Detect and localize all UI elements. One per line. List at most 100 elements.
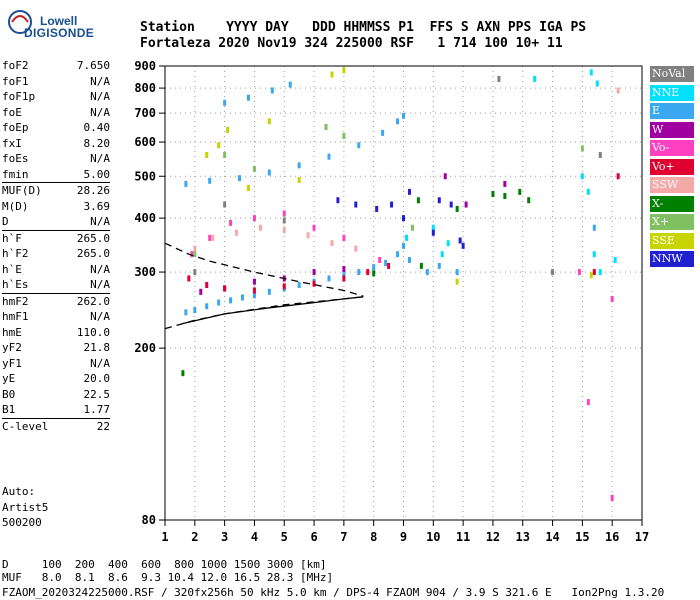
param-row: yF2 21.8 [2, 340, 110, 356]
data-point [381, 129, 385, 136]
data-point [610, 295, 614, 302]
param-label: C-level [2, 419, 49, 433]
x-tick-label: 16 [605, 530, 619, 544]
data-point [464, 201, 468, 208]
param-row: yF1 N/A [2, 356, 110, 372]
data-point [223, 151, 227, 158]
data-point [410, 224, 414, 231]
data-point [306, 232, 310, 239]
param-label: h`F [2, 231, 22, 245]
data-point [592, 251, 596, 258]
data-point [252, 278, 256, 285]
data-point [211, 234, 215, 241]
x-tick-label: 11 [456, 530, 470, 544]
legend: NoVal NNE E W Vo- Vo+ SSW X- X+ SSE NNW [650, 66, 694, 270]
param-label: M(D) [2, 199, 29, 213]
param-row: yE 20.0 [2, 371, 110, 387]
data-point [193, 251, 197, 258]
data-point [372, 264, 376, 271]
param-value: 5.00 [83, 167, 111, 181]
param-label: MUF(D) [2, 184, 42, 197]
legend-item: X- [650, 195, 694, 212]
param-value: 265.0 [76, 231, 110, 245]
data-point [580, 173, 584, 180]
data-point [193, 245, 197, 252]
data-point [181, 370, 185, 377]
data-point [252, 292, 256, 299]
data-point [595, 80, 599, 87]
data-point [440, 251, 444, 258]
param-value: 28.26 [76, 184, 110, 197]
data-point [458, 237, 462, 244]
data-point [205, 151, 209, 158]
x-tick-label: 7 [340, 530, 347, 544]
data-point [223, 201, 227, 208]
auto-label: Auto: [2, 485, 36, 498]
param-row: h`E N/A [2, 262, 110, 278]
data-point [616, 87, 620, 94]
data-point [190, 251, 194, 258]
data-point [404, 234, 408, 241]
param-label: fmin [2, 167, 29, 181]
data-point [205, 282, 209, 289]
param-value: 21.8 [83, 341, 111, 354]
x-tick-label: 12 [486, 530, 500, 544]
legend-item: E [650, 103, 694, 120]
param-label: hmE [2, 325, 22, 339]
data-point [342, 275, 346, 282]
param-row: foEp 0.40 [2, 120, 110, 136]
param-value: N/A [90, 152, 110, 165]
param-value: 8.20 [83, 136, 111, 150]
data-point [258, 224, 262, 231]
x-tick-label: 17 [635, 530, 649, 544]
data-point [431, 224, 435, 231]
data-point [610, 494, 614, 501]
data-point [455, 278, 459, 285]
data-point [267, 169, 271, 176]
y-tick-label: 900 [134, 59, 156, 73]
data-point [312, 224, 316, 231]
legend-item: NNW [650, 251, 694, 268]
data-point [589, 69, 593, 76]
data-point [598, 151, 602, 158]
x-tick-label: 5 [281, 530, 288, 544]
param-value: N/A [90, 278, 110, 291]
data-point [402, 112, 405, 119]
data-point [577, 269, 581, 276]
data-point [330, 71, 334, 78]
param-label: yF1 [2, 356, 22, 370]
auto-code: 500200 [2, 516, 42, 529]
data-point [282, 283, 286, 290]
scaled-parameters-table: foF2 7.650 foF1 N/A foF1p N/A foE N/A foEp 0.40 fx… [2, 58, 110, 434]
x-tick-label: 8 [370, 530, 377, 544]
param-row: hmF1 N/A [2, 309, 110, 325]
digisonde-logo: Lowell DIGISONDE [4, 4, 99, 50]
legend-item: Vo+ [650, 158, 694, 175]
param-label: yF2 [2, 341, 22, 354]
data-point [246, 184, 250, 191]
data-point [533, 75, 537, 82]
param-row: MUF(D) 28.26 [2, 182, 110, 199]
param-label: h`F2 [2, 247, 29, 260]
param-value: 22.5 [83, 387, 111, 401]
data-point [282, 227, 286, 234]
data-point [407, 188, 411, 195]
x-tick-label: 6 [310, 530, 317, 544]
data-point [226, 126, 230, 133]
data-point [241, 294, 245, 301]
param-row: M(D) 3.69 [2, 199, 110, 215]
data-point [354, 245, 358, 252]
true-height-profile-curve [182, 296, 364, 325]
data-point [193, 307, 197, 314]
data-point [580, 145, 584, 152]
param-value: 20.0 [83, 372, 111, 385]
param-label: h`Es [2, 278, 29, 291]
data-point [357, 142, 361, 149]
data-point [491, 190, 495, 197]
data-point [366, 269, 370, 276]
data-point [208, 234, 212, 241]
data-point [267, 118, 271, 125]
data-point [297, 282, 301, 289]
footer-info: FZAOM_2020324225000.RSF / 320fx256h 50 k… [2, 586, 665, 599]
